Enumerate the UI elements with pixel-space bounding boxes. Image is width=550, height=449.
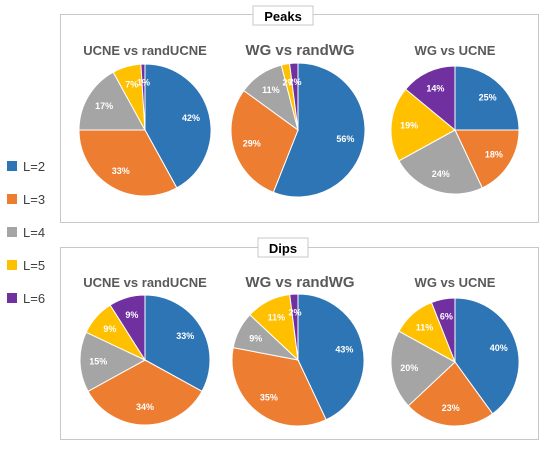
pie-title-dips-1: UCNE vs randUCNE: [83, 275, 207, 290]
pie-data-label: 9%: [103, 324, 116, 334]
legend-swatch: [7, 161, 17, 171]
pie-data-label: 35%: [260, 393, 278, 403]
pie-slice-l6: [140, 63, 146, 131]
pie-title-dips-2: WG vs randWG: [245, 274, 354, 291]
pie-chart-1: 42% 33% 17% 7%1%: [78, 63, 212, 197]
pie-slice-l2: [144, 294, 211, 392]
pie-data-label: 19%: [400, 121, 418, 131]
pie-data-label: 23%: [442, 403, 460, 413]
pie-slice-l2: [272, 62, 366, 198]
pie-data-label: 43%: [335, 345, 353, 355]
pie-slice-l3: [231, 347, 327, 427]
pie-data-label: 2%: [288, 308, 301, 318]
pie-slice-l6: [430, 297, 456, 363]
legend-label: L=6: [23, 291, 45, 306]
pie-slice-l3: [454, 129, 520, 189]
legend-swatch: [7, 227, 17, 237]
legend-label: L=5: [23, 258, 45, 273]
pie-slice-l5: [390, 88, 456, 162]
pie-chart-6: 40% 23% 20% 11% 6%: [390, 297, 520, 427]
pie-data-label: 6%: [440, 312, 453, 322]
pie-data-label: 20%: [400, 363, 418, 373]
pie-data-label: 7%: [125, 79, 138, 89]
pie-data-label: 29%: [243, 139, 261, 149]
pie-data-label: 9%: [125, 310, 138, 320]
pie-data-label: 17%: [95, 101, 113, 111]
pie-data-label: 14%: [426, 83, 444, 93]
pie-slice-l2: [454, 297, 520, 415]
pie-title-dips-3: WG vs UCNE: [415, 275, 496, 290]
pie-data-label: 11%: [262, 85, 280, 95]
legend-label: L=4: [23, 225, 45, 240]
peaks-title-box: [252, 5, 314, 26]
pie-data-label: 40%: [490, 343, 508, 353]
pie-chart-2: 56%29%11%2%2%: [230, 62, 366, 198]
pie-data-label: 25%: [479, 92, 497, 102]
legend-label: L=3: [23, 192, 45, 207]
pie-chart-4: 33% 34% 15% 9% 9%: [79, 294, 211, 426]
pie-title-peaks-1: UCNE vs randUCNE: [83, 43, 207, 58]
pie-slice-l2: [144, 63, 212, 189]
pie-title-peaks-2: WG vs randWG: [245, 42, 354, 59]
pie-data-label: 18%: [485, 150, 503, 160]
pie-data-label: 56%: [336, 134, 354, 144]
pie-data-label: 1%: [137, 78, 150, 88]
dips-group-title: Dips: [269, 241, 297, 256]
pie-slice-l6: [289, 62, 299, 131]
pie-slice-l4: [390, 330, 456, 407]
pies-layer: 42%33%17%7%1%56%29%11%2%2%25%18%24%19%14…: [78, 62, 520, 427]
legend-label: L=2: [23, 159, 45, 174]
pie-data-label: 2%: [288, 77, 301, 87]
pie-slice-l3: [407, 361, 494, 427]
pie-slice-l4: [398, 129, 483, 195]
legend: L=2 L=3 L=4 L=5 L=6: [7, 159, 45, 306]
pie-data-label: 33%: [176, 331, 194, 341]
pie-slice-l3: [87, 359, 203, 426]
pie-data-label: 11%: [268, 313, 286, 323]
pie-slice-l3: [230, 89, 299, 193]
pie-data-label: 34%: [136, 402, 154, 412]
pie-data-label: 2%: [282, 78, 295, 88]
legend-swatch: [7, 293, 17, 303]
pie-slice-l3: [78, 129, 178, 197]
peaks-group-title: Peaks: [264, 9, 302, 24]
pie-title-peaks-3: WG vs UCNE: [415, 43, 496, 58]
pie-data-label: 15%: [89, 357, 107, 367]
legend-swatch: [7, 194, 17, 204]
pie-data-label: 33%: [112, 166, 130, 176]
pie-data-label: 11%: [416, 322, 434, 332]
pie-slice-l6: [289, 293, 299, 361]
pie-data-label: 42%: [182, 113, 200, 123]
pie-chart-3: 25% 18% 24% 19% 14%: [390, 65, 520, 195]
pie-slice-l4: [79, 331, 147, 392]
pie-slice-l6: [404, 65, 456, 132]
pie-slice-l2: [454, 65, 520, 131]
pie-slice-l6: [109, 294, 146, 362]
legend-swatch: [7, 260, 17, 270]
pie-chart-5: 43% 35% 9% 11%2%: [231, 293, 365, 427]
dips-title-box: [257, 237, 309, 258]
pie-data-label: 9%: [249, 333, 262, 343]
pie-slice-l4: [78, 71, 146, 131]
pie-data-label: 24%: [432, 169, 450, 179]
pie-slice-l2: [297, 293, 365, 421]
